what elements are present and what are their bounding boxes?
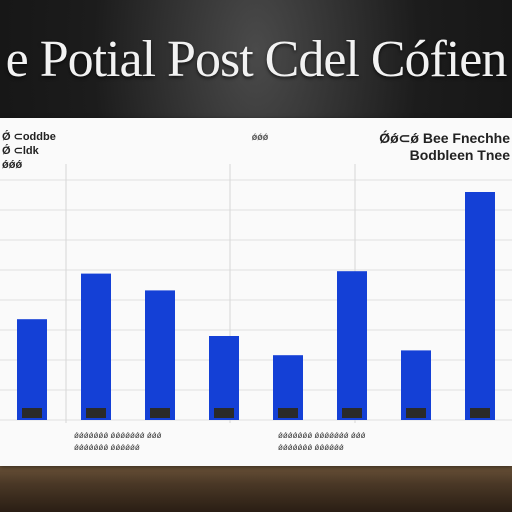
bar — [337, 271, 367, 420]
bar-base-tab — [406, 408, 426, 418]
bars — [17, 192, 495, 420]
bar — [81, 273, 111, 420]
bar-base-tab — [150, 408, 170, 418]
bar-base-tab — [22, 408, 42, 418]
caption-right-line-1: ǿǿǿǿǿǿǿ ǿǿǿǿǿǿǿ ǿǿǿ — [278, 431, 366, 440]
header-right-line-2: Bodbleen Tnee — [409, 147, 510, 163]
header-right: Ǿǿ⊂ǿ Bee Fnechhe Bodbleen Tnee — [310, 130, 510, 164]
header-left: Ǿ ⊂oddbe Ǿ ⊂ldk ǿǿǿ — [2, 130, 112, 172]
chart-panel: Ǿ ⊂oddbe Ǿ ⊂ldk ǿǿǿ ǿǿǿ Ǿǿ⊂ǿ Bee Fnechhe… — [0, 118, 512, 466]
bar-base-tab — [86, 408, 106, 418]
bar-base-tab — [342, 408, 362, 418]
gridlines — [0, 164, 512, 423]
bar-base-tab — [278, 408, 298, 418]
header-center: ǿǿǿ — [251, 132, 269, 142]
caption-right: ǿǿǿǿǿǿǿ ǿǿǿǿǿǿǿ ǿǿǿ ǿǿǿǿǿǿǿ ǿǿǿǿǿǿ — [278, 430, 458, 454]
header-left-line-2: Ǿ ⊂ldk — [2, 145, 39, 157]
bar — [17, 319, 47, 420]
caption-left: ǿǿǿǿǿǿǿ ǿǿǿǿǿǿǿ ǿǿǿ ǿǿǿǿǿǿǿ ǿǿǿǿǿǿ — [74, 430, 234, 454]
bar-chart — [0, 164, 512, 423]
bar — [209, 336, 239, 420]
header-left-line-1: Ǿ ⊂oddbe — [2, 131, 56, 143]
bar-base-tab — [470, 408, 490, 418]
bar — [145, 290, 175, 420]
bar — [465, 192, 495, 420]
caption-left-line-2: ǿǿǿǿǿǿǿ ǿǿǿǿǿǿ — [74, 443, 140, 452]
header-left-line-3: ǿǿǿ — [2, 159, 23, 171]
page-title: e Potial Post Cdel Cófien — [5, 31, 508, 88]
bar-base-tab — [214, 408, 234, 418]
header-right-line-1: Ǿǿ⊂ǿ Bee Fnechhe — [379, 130, 510, 146]
caption-left-line-1: ǿǿǿǿǿǿǿ ǿǿǿǿǿǿǿ ǿǿǿ — [74, 431, 162, 440]
bottom-backdrop — [0, 465, 512, 512]
caption-right-line-2: ǿǿǿǿǿǿǿ ǿǿǿǿǿǿ — [278, 443, 344, 452]
